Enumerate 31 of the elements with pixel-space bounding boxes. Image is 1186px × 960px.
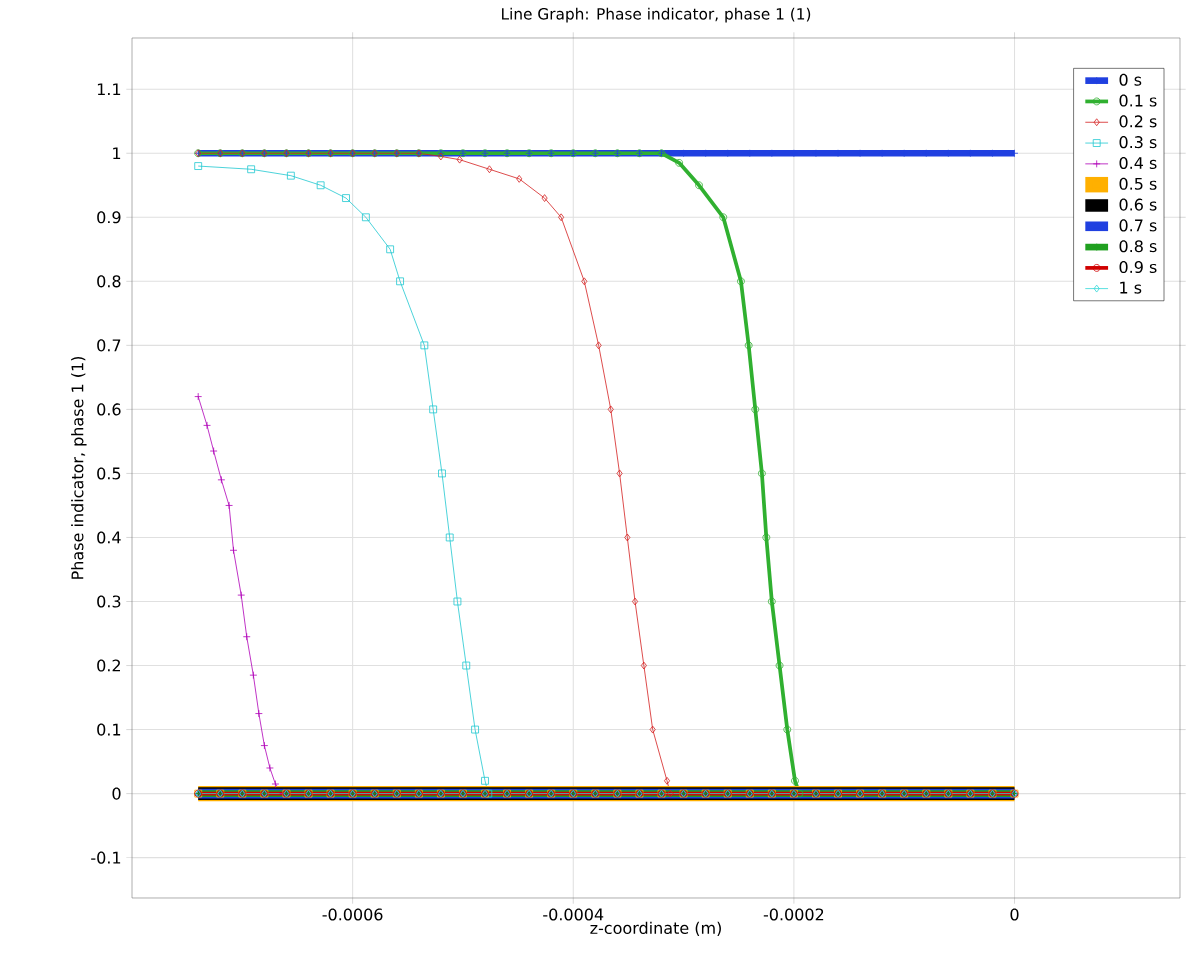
y-tick-label: 0.6 [97,403,121,416]
y-tick-label: -0.1 [91,851,121,864]
legend-label: 0 s [1119,73,1142,86]
x-tick-label: -0.0002 [763,908,824,921]
y-tick-label: 0.5 [97,467,121,480]
y-tick-label: 0 [112,787,121,800]
y-tick-label: 0.2 [97,659,120,672]
legend-label: 0.3 s [1119,136,1157,149]
y-tick-label: 0.9 [97,211,121,224]
y-tick-label: 0.8 [97,275,121,288]
chart-title: Line Graph: Phase indicator, phase 1 (1) [502,7,811,23]
x-tick-label: -0.0006 [322,908,383,921]
x-tick-label: -0.0004 [543,908,604,921]
legend-label: 0.4 s [1119,156,1157,170]
x-tick-label: 0 [1010,908,1019,921]
y-axis-title: Phase indicator, phase 1 (1) [71,356,87,579]
x-axis-title: z-coordinate (m) [590,921,721,936]
y-tick-label: 1.1 [97,83,121,96]
legend-label: 0.1 s [1119,94,1157,107]
legend-label: 0.7 s [1119,219,1157,232]
legend-label: 0.6 s [1119,198,1157,211]
legend-label: 0.8 s [1119,240,1157,253]
legend-label: 1 s [1120,281,1142,294]
legend-label: 0.9 s [1119,260,1157,274]
y-tick-label: 0.3 [97,595,121,608]
y-tick-label: 0.1 [97,723,121,736]
legend-label: 0.2 s [1119,115,1157,128]
y-tick-label: 0.7 [97,339,121,352]
y-tick-label: 1 [113,147,121,160]
legend-label: 0.5 s [1119,177,1157,190]
y-tick-label: 0.4 [97,531,121,544]
